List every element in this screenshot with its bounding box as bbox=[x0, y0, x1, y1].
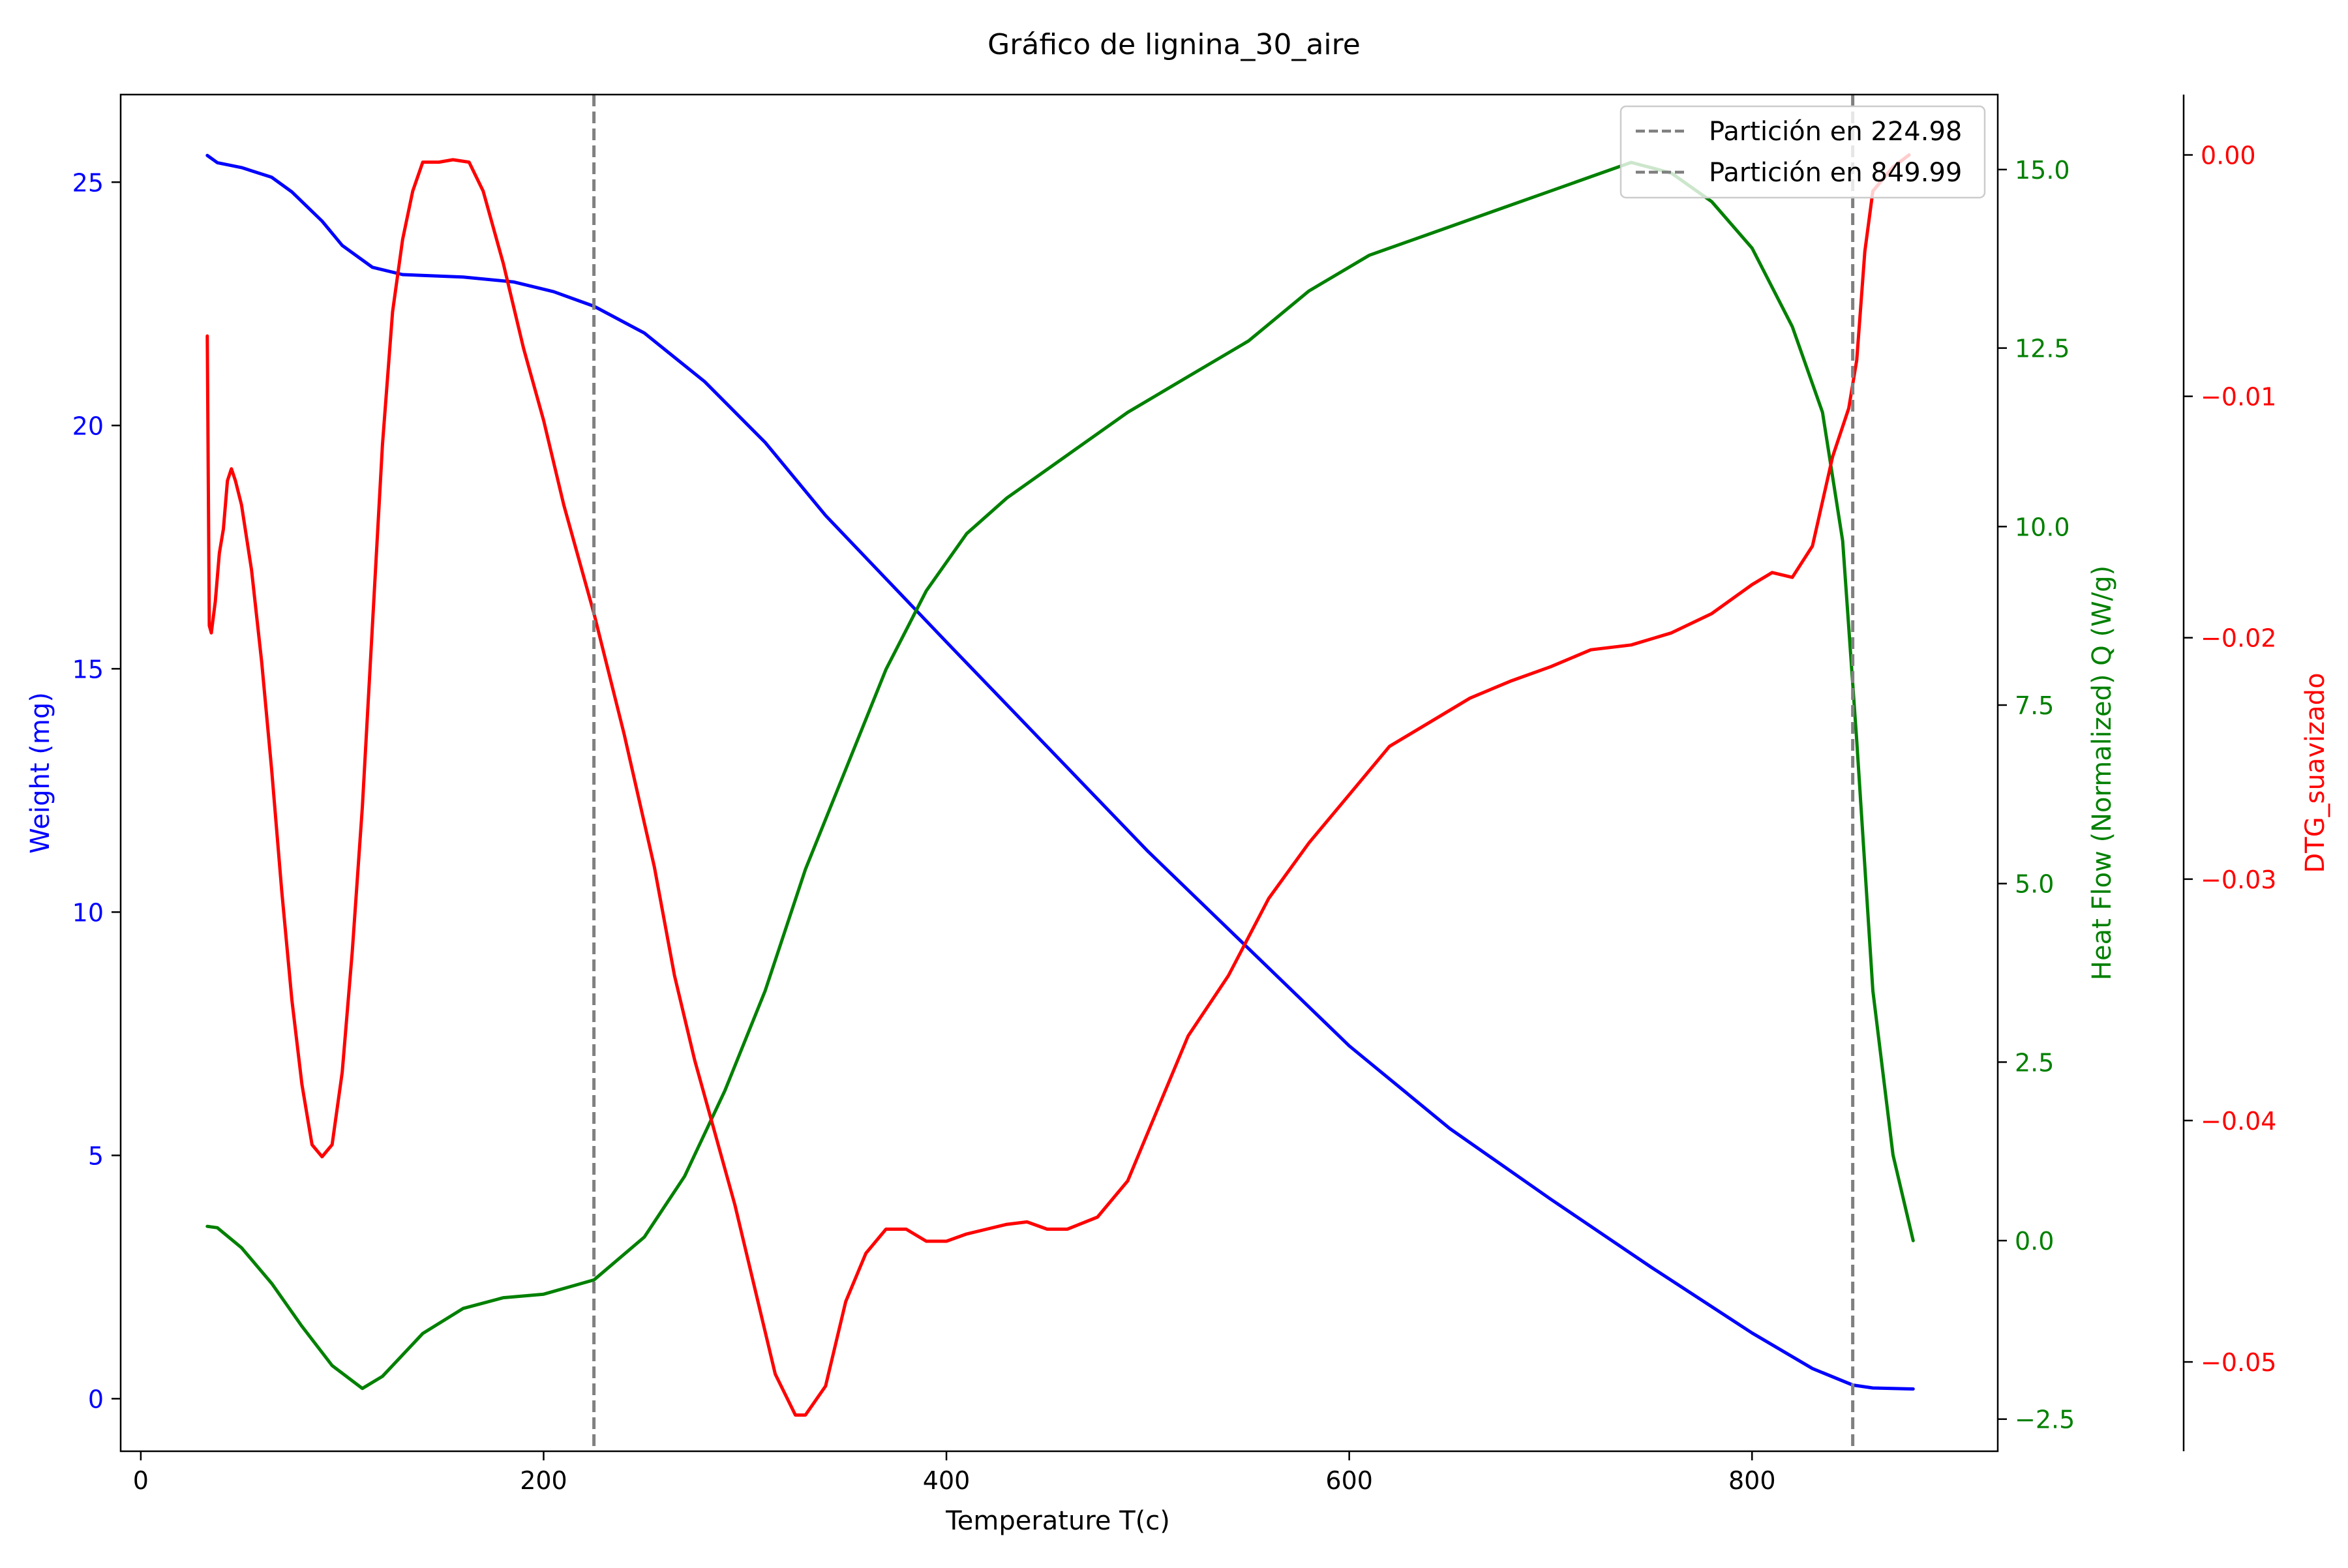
heat-flow-tick-label: 12.5 bbox=[2015, 335, 2070, 363]
x-tick-label: 0 bbox=[133, 1466, 149, 1495]
x-axis-label: Temperature T(c) bbox=[945, 1506, 1170, 1536]
legend-label-partition-2: Partición en 849.99 bbox=[1709, 158, 1962, 188]
heat-flow-tick-label: −2.5 bbox=[2015, 1406, 2075, 1434]
dtg-tick-label: 0.00 bbox=[2201, 142, 2256, 170]
weight-tick-label: 15 bbox=[72, 655, 104, 684]
dtg-tick-label: −0.01 bbox=[2201, 383, 2276, 412]
weight-tick-label: 0 bbox=[88, 1385, 104, 1413]
weight-axis: 0 5 10 15 20 25 bbox=[72, 168, 121, 1413]
legend: Partición en 224.98 Partición en 849.99 bbox=[1619, 105, 1986, 199]
weight-tick-label: 10 bbox=[72, 898, 104, 927]
heat-flow-tick-label: 0.0 bbox=[2015, 1227, 2054, 1256]
legend-frame bbox=[1619, 105, 1986, 199]
heat-flow-tick-label: 10.0 bbox=[2015, 513, 2070, 541]
chart-title: Gráfico de lignina_30_aire bbox=[987, 28, 1361, 61]
heat-flow-tick-label: 2.5 bbox=[2015, 1048, 2054, 1077]
dtg-tick-label: −0.04 bbox=[2201, 1107, 2276, 1136]
dtg-tick-label: −0.05 bbox=[2201, 1348, 2276, 1377]
series-line-dtg bbox=[205, 153, 1911, 1417]
x-tick-label: 600 bbox=[1325, 1466, 1373, 1495]
series-line-weight bbox=[205, 153, 1915, 1391]
x-tick-label: 800 bbox=[1728, 1466, 1776, 1495]
series-line-heat_flow bbox=[205, 160, 1915, 1391]
weight-axis-label: Weight (mg) bbox=[25, 692, 55, 854]
heat-flow-axis-label: Heat Flow (Normalized) Q (W/g) bbox=[2087, 565, 2117, 980]
x-tick-label: 400 bbox=[923, 1466, 971, 1495]
plot-frame bbox=[119, 93, 1999, 1453]
heat-flow-tick-label: 7.5 bbox=[2015, 691, 2054, 720]
heat-flow-axis: −2.5 0.0 2.5 5.0 7.5 10.0 12.5 15.0 bbox=[1998, 156, 2075, 1434]
x-axis: 0 200 400 600 800 bbox=[133, 1451, 1776, 1495]
weight-tick-label: 25 bbox=[72, 168, 104, 197]
dtg-axis-label: DTG_suavizado bbox=[2300, 672, 2330, 873]
weight-tick-label: 20 bbox=[72, 412, 104, 440]
heat-flow-tick-label: 5.0 bbox=[2015, 870, 2054, 899]
heat-flow-tick-label: 15.0 bbox=[2015, 156, 2070, 185]
legend-label-partition-1: Partición en 224.98 bbox=[1709, 117, 1962, 147]
dtg-tick-label: −0.02 bbox=[2201, 624, 2276, 653]
x-tick-label: 200 bbox=[520, 1466, 567, 1495]
dtg-axis: −0.05 −0.04 −0.03 −0.02 −0.01 0.00 bbox=[2182, 95, 2276, 1451]
weight-tick-label: 5 bbox=[88, 1141, 104, 1170]
plot-area bbox=[119, 93, 1999, 1453]
dtg-tick-label: −0.03 bbox=[2201, 866, 2276, 894]
